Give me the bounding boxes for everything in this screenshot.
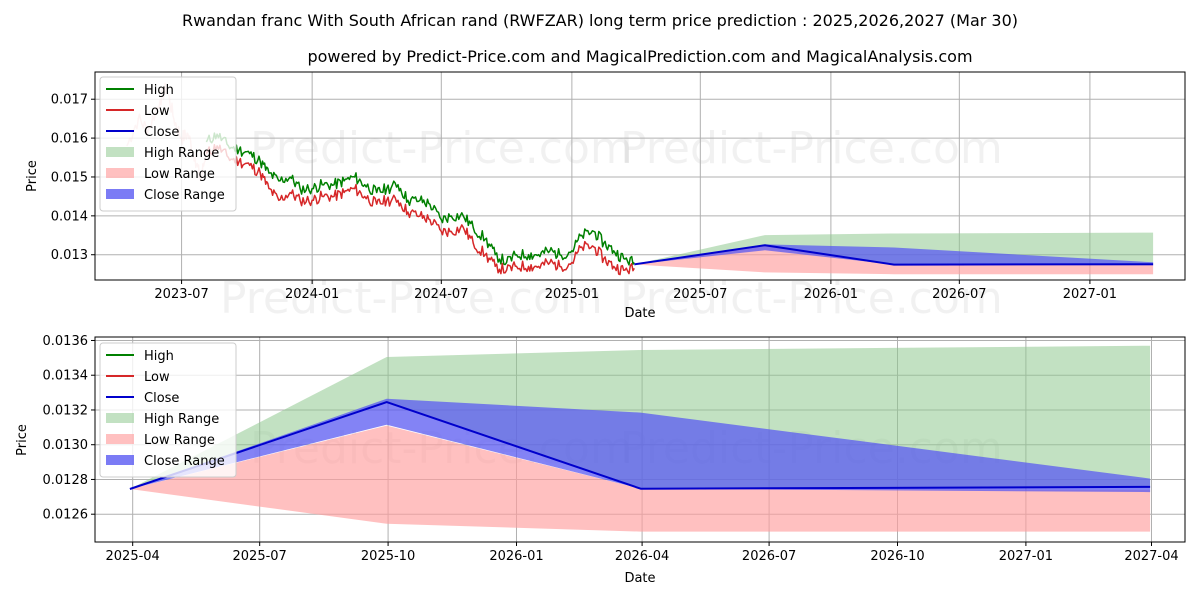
bottom-x-tick-label: 2026-07	[742, 549, 796, 564]
top-x-tick-label: 2023-07	[154, 287, 208, 302]
top-x-tick-label: 2027-01	[1063, 287, 1117, 302]
bottom-y-tick-label: 0.0126	[43, 508, 89, 523]
bottom-y-tick-label: 0.0136	[43, 334, 89, 349]
top-low-range-band	[634, 245, 1154, 275]
bottom-x-tick-label: 2025-07	[233, 549, 287, 564]
top-legend-label: Close Range	[144, 188, 225, 203]
bottom-legend-label: Close	[144, 391, 179, 406]
bottom-legend-swatch	[106, 413, 134, 423]
top-close-line	[634, 244, 1154, 266]
top-legend-label: Low	[144, 104, 170, 119]
top-x-tick-label: 2026-07	[932, 287, 986, 302]
bottom-legend-label: Low	[144, 370, 170, 385]
top-legend-label: Low Range	[144, 167, 215, 182]
top-panel: Predict-Price.com Predict-Price.com Pred…	[25, 71, 1186, 324]
bottom-legend-label: Low Range	[144, 433, 215, 448]
bottom-y-tick-label: 0.0132	[43, 403, 89, 418]
bottom-panel: Predict-Price.com Predict-Price.com 2025…	[15, 334, 1186, 586]
bottom-x-tick-label: 2027-01	[999, 549, 1053, 564]
top-high-line	[205, 132, 635, 266]
bottom-y-tick-label: 0.0128	[43, 473, 89, 488]
top-x-tick-label: 2026-01	[804, 287, 858, 302]
bottom-x-tick-label: 2025-04	[106, 549, 160, 564]
bottom-x-tick-label: 2026-01	[489, 549, 543, 564]
top-y-tick-label: 0.015	[51, 170, 88, 185]
bottom-y-tick-label: 0.0130	[43, 438, 89, 453]
chart-subtitle: powered by Predict-Price.com and Magical…	[307, 47, 972, 66]
watermark-top-3: Predict-Price.com	[220, 273, 603, 324]
bottom-x-tick-label: 2025-10	[361, 549, 415, 564]
top-low-line	[205, 144, 635, 276]
top-x-tick-label: 2024-07	[414, 287, 468, 302]
bottom-low-range-band	[129, 425, 1151, 532]
watermark-top-2: Predict-Price.com	[620, 123, 1003, 174]
top-x-tick-label: 2025-07	[673, 287, 727, 302]
bottom-y-axis-label: Price	[15, 424, 30, 456]
top-x-axis-label: Date	[624, 306, 655, 321]
bottom-legend-label: High	[144, 349, 174, 364]
chart-title: Rwandan franc With South African rand (R…	[182, 11, 1018, 30]
watermark-top-4: Predict-Price.com	[620, 273, 1003, 324]
top-x-tick-label: 2024-01	[285, 287, 339, 302]
bottom-x-tick-label: 2026-04	[615, 549, 669, 564]
top-x-tick-label: 2025-01	[545, 287, 599, 302]
bottom-x-axis-label: Date	[624, 571, 655, 586]
bottom-legend-label: Close Range	[144, 454, 225, 469]
bottom-legend-label: High Range	[144, 412, 219, 427]
bottom-legend-swatch	[106, 455, 134, 465]
top-legend-label: High Range	[144, 146, 219, 161]
top-legend-swatch	[106, 189, 134, 199]
bottom-y-tick-label: 0.0134	[43, 369, 89, 384]
top-plot-frame	[94, 71, 1186, 281]
bottom-plot-frame	[94, 336, 1186, 543]
top-legend-label: High	[144, 83, 174, 98]
bottom-x-tick-label: 2027-04	[1124, 549, 1178, 564]
top-close-range-band	[634, 244, 1154, 266]
bottom-close-range-band	[129, 398, 1151, 493]
top-legend-swatch	[106, 147, 134, 157]
bottom-x-tick-label: 2026-10	[870, 549, 924, 564]
top-y-tick-label: 0.014	[51, 209, 88, 224]
top-y-tick-label: 0.013	[51, 248, 88, 263]
top-y-tick-label: 0.016	[51, 132, 88, 147]
bottom-legend-swatch	[106, 434, 134, 444]
top-y-axis-label: Price	[25, 160, 40, 192]
top-legend-label: Close	[144, 125, 179, 140]
top-y-tick-label: 0.017	[51, 93, 88, 108]
bottom-close-line	[129, 401, 1151, 490]
top-legend-swatch	[106, 168, 134, 178]
